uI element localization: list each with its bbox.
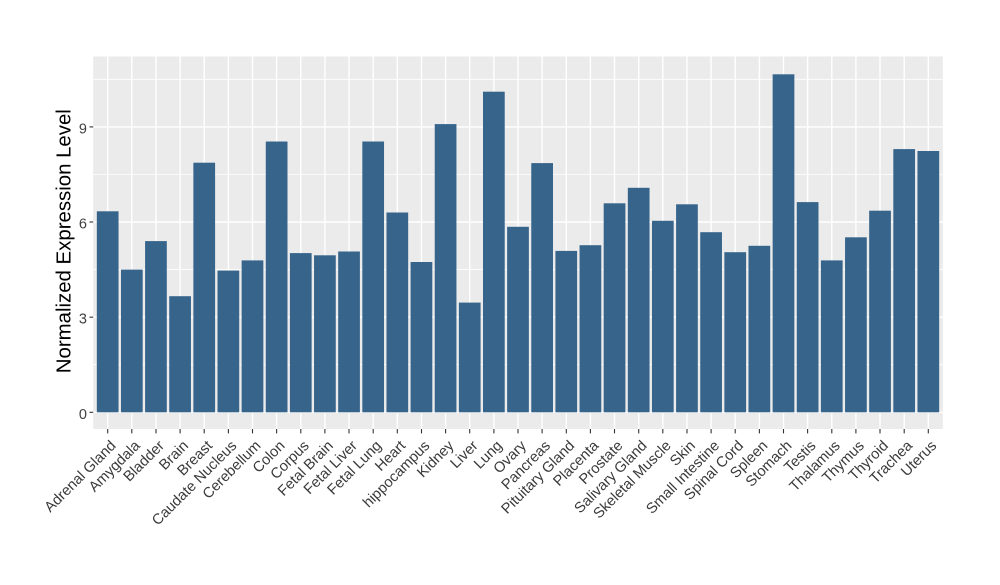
svg-text:Normalized Expression Level: Normalized Expression Level (54, 109, 76, 373)
svg-text:3: 3 (79, 312, 87, 328)
svg-text:0: 0 (79, 407, 87, 423)
svg-text:6: 6 (79, 217, 87, 233)
svg-text:9: 9 (79, 121, 87, 137)
